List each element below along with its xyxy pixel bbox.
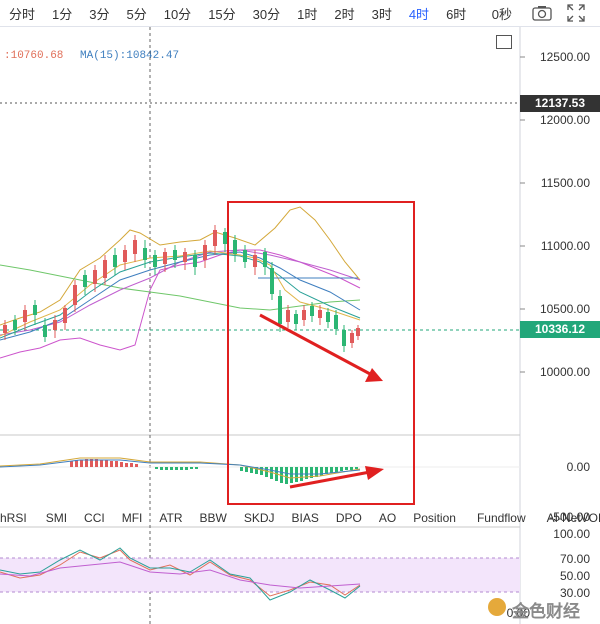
price-tick: 12000.00 xyxy=(539,113,590,127)
indicator-tabs: hRSI SMI CCI MFI ATR BBW SKDJ BIAS DPO A… xyxy=(0,508,600,528)
indicator-tab[interactable]: BBW xyxy=(199,511,227,525)
indicator-tab[interactable]: Fundflow xyxy=(476,511,526,525)
indicator-tab[interactable]: AO xyxy=(378,511,397,525)
indicator-tab[interactable]: DPO xyxy=(335,511,362,525)
timeframe-tab[interactable]: 3时 xyxy=(371,6,392,22)
indicator-tab[interactable]: MFI xyxy=(121,511,143,525)
indicator-tab[interactable]: AI-NetVOL xyxy=(546,511,600,525)
macd-tick: 0.00 xyxy=(566,460,590,474)
price-tick: 10000.00 xyxy=(539,365,590,379)
timeframe-tab[interactable]: 2时 xyxy=(334,6,355,22)
price-tick: 10500.00 xyxy=(539,302,590,316)
countdown-label: 0秒 xyxy=(491,6,512,22)
indicator-tab[interactable]: CCI xyxy=(84,511,105,525)
ma-legend: :10760.68 MA(15):10842.47 xyxy=(4,50,179,62)
price-tick: 11500.00 xyxy=(540,176,590,190)
ma5-value: :10760.68 xyxy=(4,50,64,62)
rsi-tick: 70.00 xyxy=(559,552,590,566)
indicator-tab[interactable]: Position xyxy=(413,511,456,525)
timeframe-tab[interactable]: 6时 xyxy=(446,6,467,22)
watermark-text: 金色财经 xyxy=(512,602,580,621)
timeframe-tab[interactable]: 1时 xyxy=(297,6,318,22)
indicator-tab[interactable]: BIAS xyxy=(291,511,319,525)
fullscreen-icon[interactable] xyxy=(566,3,586,23)
price-tick: 12500.00 xyxy=(539,50,590,64)
rsi-tick: 100.00 xyxy=(553,527,590,541)
timeframe-tab[interactable]: 10分 xyxy=(163,6,192,22)
timeframe-toolbar: 分时 1分 3分 5分 10分 15分 30分 1时 2时 3时 4时 6时 0… xyxy=(0,0,600,27)
watermark-logo xyxy=(488,598,506,616)
timeframe-tab-active[interactable]: 4时 xyxy=(408,6,430,22)
current-price-tag: 10336.12 xyxy=(520,321,600,338)
indicator-tab[interactable]: ATR xyxy=(159,511,183,525)
timeframe-tab[interactable]: 分时 xyxy=(9,6,36,22)
dotted-level-tag: 12137.53 xyxy=(520,95,600,112)
timeframe-tab[interactable]: 5分 xyxy=(126,6,147,22)
ma15-value: MA(15):10842.47 xyxy=(80,50,180,62)
rsi-tick: 30.00 xyxy=(559,586,590,600)
indicator-tab[interactable]: SMI xyxy=(45,511,68,525)
timeframe-tab[interactable]: 1分 xyxy=(52,6,73,22)
timeframe-tab[interactable]: 15分 xyxy=(208,6,236,22)
timeframe-tab[interactable]: 3分 xyxy=(89,6,110,22)
macd-tick: -500.00 xyxy=(549,510,590,524)
rsi-tick: 0.00 xyxy=(506,606,530,620)
indicator-tab[interactable]: hRSI xyxy=(0,511,27,525)
camera-icon[interactable] xyxy=(532,3,552,23)
timeframe-tab[interactable]: 30分 xyxy=(252,6,281,22)
annotation-box xyxy=(227,201,415,505)
maximize-pane-icon[interactable] xyxy=(496,35,512,49)
rsi-tick: 50.00 xyxy=(559,569,590,583)
indicator-tab[interactable]: SKDJ xyxy=(243,511,275,525)
price-tick: 11000.00 xyxy=(540,239,590,253)
